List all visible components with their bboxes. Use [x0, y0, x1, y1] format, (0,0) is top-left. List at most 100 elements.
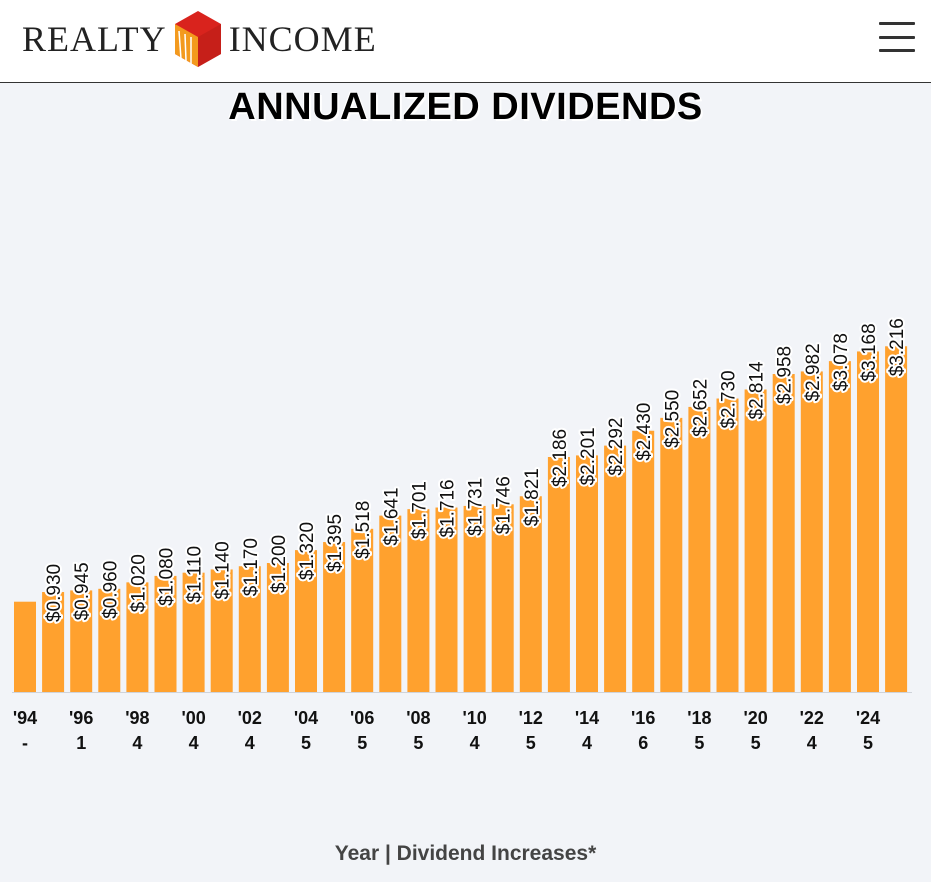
logo-mark-icon	[174, 11, 221, 67]
hamburger-menu-icon[interactable]	[879, 22, 915, 52]
bar-'98	[126, 582, 149, 692]
bar-'25	[885, 346, 908, 692]
value-label-'09: $1.716	[438, 479, 459, 537]
bar-'08	[407, 509, 430, 692]
bar-'16	[632, 430, 655, 692]
tick-year-label: '04	[294, 708, 318, 728]
value-label-'97: $0.960	[100, 561, 121, 619]
value-label-'99: $1.080	[157, 548, 178, 606]
bar-'22	[800, 371, 823, 692]
value-label-'01: $1.140	[213, 541, 234, 599]
value-label-'13: $2.186	[550, 429, 571, 487]
bar-'09	[435, 507, 458, 692]
tick-increase-count: 4	[470, 733, 480, 753]
value-label-'21: $2.958	[775, 346, 796, 404]
value-label-'19: $2.730	[719, 370, 740, 428]
tick-year-label: '16	[631, 708, 655, 728]
bar-'07	[379, 515, 402, 692]
tick-year-label: '02	[238, 708, 262, 728]
value-label-'07: $1.641	[381, 487, 402, 545]
tick-year-label: '96	[69, 708, 93, 728]
site-header: REALTY INCOME	[0, 0, 931, 83]
tick-increase-count: 4	[807, 733, 817, 753]
value-label-'15: $2.292	[606, 417, 627, 475]
bar-'11	[491, 504, 514, 692]
bar-'03	[266, 563, 289, 692]
logo-word-right: INCOME	[228, 19, 377, 59]
tick-year-label: '94	[13, 708, 37, 728]
realty-income-logo[interactable]: REALTY INCOME	[22, 8, 377, 70]
value-label-'03: $1.200	[269, 535, 290, 593]
tick-year-label: '00	[181, 708, 205, 728]
tick-year-label: '20	[743, 708, 767, 728]
bar-'20	[744, 389, 767, 692]
value-label-'22: $2.982	[803, 343, 824, 401]
value-label-'20: $2.814	[747, 361, 768, 420]
value-label-'18: $2.652	[690, 379, 711, 437]
value-label-'25: $3.216	[887, 318, 908, 376]
value-label-'04: $1.320	[297, 522, 318, 580]
bar-'24	[857, 351, 879, 692]
value-label-'98: $1.020	[128, 554, 149, 612]
bar-'97	[98, 588, 121, 692]
value-label-'06: $1.518	[353, 501, 374, 559]
value-label-'05: $1.395	[325, 514, 346, 572]
tick-increase-count: -	[22, 733, 28, 753]
tick-increase-count: 4	[189, 733, 199, 753]
bar-'99	[154, 575, 177, 692]
value-label-'10: $1.731	[466, 478, 487, 536]
bar-'06	[351, 528, 374, 692]
tick-increase-count: 4	[132, 733, 142, 753]
tick-year-label: '22	[800, 708, 824, 728]
tick-increase-count: 5	[694, 733, 704, 753]
bar-'05	[323, 542, 346, 692]
bar-'01	[210, 569, 233, 692]
value-label-'96: $0.945	[72, 562, 93, 620]
tick-year-label: '10	[462, 708, 486, 728]
tick-year-label: '18	[687, 708, 711, 728]
chart-title: ANNUALIZED DIVIDENDS	[228, 86, 703, 128]
value-label-'95: $0.930	[44, 564, 65, 622]
bar-'12	[519, 496, 542, 692]
bar-'96	[70, 590, 93, 692]
tick-increase-count: 5	[751, 733, 761, 753]
tick-increase-count: 4	[245, 733, 255, 753]
value-label-'08: $1.701	[409, 481, 430, 539]
value-label-'17: $2.550	[662, 390, 683, 448]
bar-'19	[716, 398, 739, 692]
x-axis-label: Year | Dividend Increases*	[334, 842, 597, 865]
bar-'94	[14, 601, 36, 692]
bar-'21	[772, 374, 795, 692]
tick-increase-count: 4	[582, 733, 592, 753]
logo-word-left: REALTY	[22, 19, 167, 59]
bar-'95	[42, 592, 65, 692]
value-label-'24: $3.168	[859, 323, 880, 381]
tick-year-label: '08	[406, 708, 430, 728]
value-label-'02: $1.170	[241, 538, 262, 596]
bar-'13	[547, 457, 570, 692]
bar-'02	[238, 566, 261, 692]
tick-year-label: '06	[350, 708, 374, 728]
value-label-'16: $2.430	[634, 403, 655, 461]
value-label-'00: $1.110	[185, 546, 206, 603]
tick-increase-count: 6	[638, 733, 648, 753]
tick-increase-count: 5	[526, 733, 536, 753]
value-label-'23: $3.078	[831, 333, 852, 391]
bar-'00	[182, 572, 205, 692]
tick-increase-count: 5	[863, 733, 873, 753]
tick-year-label: '24	[856, 708, 880, 728]
tick-increase-count: 5	[357, 733, 367, 753]
bar-'10	[463, 505, 486, 692]
bar-'15	[604, 445, 627, 692]
bar-'23	[828, 361, 851, 692]
bar-'17	[660, 417, 683, 692]
tick-increase-count: 1	[76, 733, 86, 753]
bar-'04	[295, 550, 317, 692]
tick-year-label: '12	[519, 708, 543, 728]
tick-increase-count: 5	[413, 733, 423, 753]
tick-year-label: '14	[575, 708, 599, 728]
bar-'14	[576, 455, 598, 692]
bar-'18	[688, 406, 711, 692]
value-label-'11: $1.746	[494, 476, 515, 534]
